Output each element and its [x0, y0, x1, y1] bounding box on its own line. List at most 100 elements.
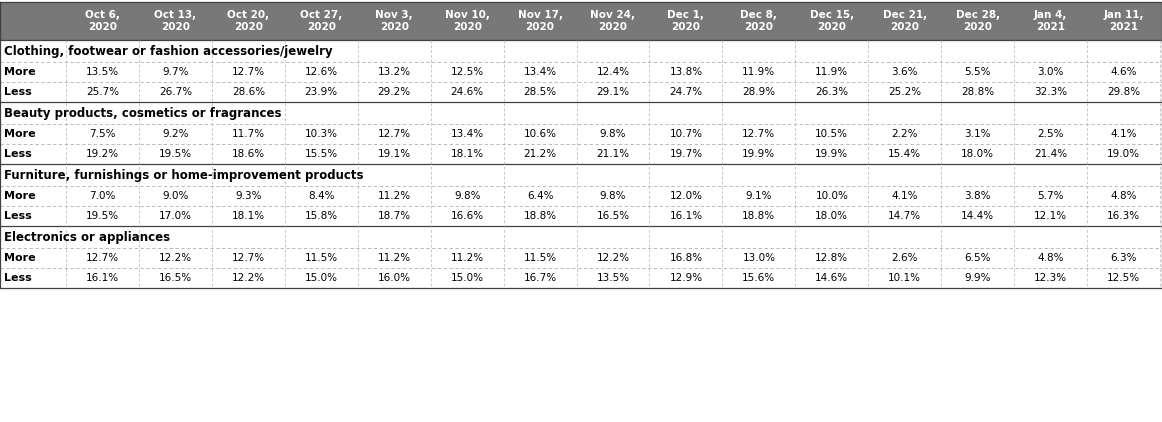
Text: Nov 24,
2020: Nov 24, 2020: [590, 10, 636, 32]
Text: 7.5%: 7.5%: [89, 129, 116, 139]
Text: Nov 10,
2020: Nov 10, 2020: [445, 10, 489, 32]
Text: 5.7%: 5.7%: [1038, 191, 1064, 201]
Text: Dec 8,
2020: Dec 8, 2020: [740, 10, 777, 32]
Text: 28.8%: 28.8%: [961, 87, 995, 97]
Text: 18.1%: 18.1%: [451, 149, 483, 159]
Text: 13.2%: 13.2%: [378, 67, 410, 77]
Text: More: More: [3, 253, 36, 263]
Text: 11.9%: 11.9%: [816, 67, 848, 77]
Text: 21.2%: 21.2%: [524, 149, 557, 159]
Text: 15.5%: 15.5%: [304, 149, 338, 159]
Text: 2.2%: 2.2%: [891, 129, 918, 139]
Text: 21.4%: 21.4%: [1034, 149, 1067, 159]
Text: 13.0%: 13.0%: [743, 253, 775, 263]
Text: 26.7%: 26.7%: [159, 87, 192, 97]
Text: 19.5%: 19.5%: [86, 211, 119, 221]
Text: More: More: [3, 129, 36, 139]
Text: 23.9%: 23.9%: [304, 87, 338, 97]
Text: 10.0%: 10.0%: [816, 191, 848, 201]
Text: More: More: [3, 67, 36, 77]
Text: 19.7%: 19.7%: [669, 149, 703, 159]
Text: 18.1%: 18.1%: [231, 211, 265, 221]
Text: Oct 20,
2020: Oct 20, 2020: [228, 10, 270, 32]
Text: Less: Less: [3, 149, 31, 159]
Text: 16.5%: 16.5%: [159, 273, 192, 283]
Text: 10.6%: 10.6%: [524, 129, 557, 139]
Text: 12.2%: 12.2%: [159, 253, 192, 263]
Text: 9.8%: 9.8%: [454, 191, 480, 201]
Text: 29.8%: 29.8%: [1107, 87, 1140, 97]
Text: Jan 11,
2021: Jan 11, 2021: [1103, 10, 1143, 32]
Text: Dec 1,
2020: Dec 1, 2020: [667, 10, 704, 32]
Text: 16.6%: 16.6%: [451, 211, 483, 221]
Text: 10.5%: 10.5%: [816, 129, 848, 139]
Text: 18.0%: 18.0%: [816, 211, 848, 221]
Text: 14.6%: 14.6%: [816, 273, 848, 283]
Text: 2.6%: 2.6%: [891, 253, 918, 263]
Text: 26.3%: 26.3%: [816, 87, 848, 97]
Text: 18.0%: 18.0%: [961, 149, 995, 159]
Text: 29.2%: 29.2%: [378, 87, 410, 97]
Text: 12.2%: 12.2%: [596, 253, 630, 263]
Text: 11.2%: 11.2%: [378, 191, 410, 201]
Text: 15.6%: 15.6%: [743, 273, 775, 283]
Text: 28.6%: 28.6%: [231, 87, 265, 97]
Text: 10.3%: 10.3%: [304, 129, 338, 139]
Text: More: More: [3, 191, 36, 201]
Text: 11.5%: 11.5%: [304, 253, 338, 263]
Text: 12.0%: 12.0%: [669, 191, 703, 201]
Text: Clothing, footwear or fashion accessories/jewelry: Clothing, footwear or fashion accessorie…: [3, 44, 332, 57]
Text: 19.1%: 19.1%: [378, 149, 410, 159]
Text: 12.7%: 12.7%: [86, 253, 119, 263]
Text: 9.0%: 9.0%: [163, 191, 188, 201]
Text: Jan 4,
2021: Jan 4, 2021: [1034, 10, 1067, 32]
Text: 13.5%: 13.5%: [86, 67, 119, 77]
Text: 3.8%: 3.8%: [964, 191, 991, 201]
Text: 9.3%: 9.3%: [235, 191, 261, 201]
Text: Less: Less: [3, 87, 31, 97]
Text: 18.8%: 18.8%: [743, 211, 775, 221]
Text: 3.0%: 3.0%: [1038, 67, 1063, 77]
Text: 25.7%: 25.7%: [86, 87, 119, 97]
Text: 25.2%: 25.2%: [888, 87, 921, 97]
Text: 15.8%: 15.8%: [304, 211, 338, 221]
Bar: [0, 2, 1162, 40]
Text: 24.6%: 24.6%: [451, 87, 483, 97]
Text: 11.2%: 11.2%: [378, 253, 410, 263]
Text: Dec 21,
2020: Dec 21, 2020: [883, 10, 927, 32]
Text: 10.1%: 10.1%: [888, 273, 921, 283]
Text: 11.7%: 11.7%: [231, 129, 265, 139]
Text: 28.9%: 28.9%: [743, 87, 775, 97]
Text: Oct 27,
2020: Oct 27, 2020: [300, 10, 343, 32]
Text: 2.5%: 2.5%: [1038, 129, 1064, 139]
Text: 32.3%: 32.3%: [1034, 87, 1067, 97]
Text: 9.1%: 9.1%: [746, 191, 772, 201]
Text: 19.5%: 19.5%: [159, 149, 192, 159]
Text: Oct 6,
2020: Oct 6, 2020: [85, 10, 120, 32]
Text: 15.0%: 15.0%: [451, 273, 483, 283]
Text: 8.4%: 8.4%: [308, 191, 335, 201]
Text: 12.3%: 12.3%: [1034, 273, 1067, 283]
Text: 21.1%: 21.1%: [596, 149, 630, 159]
Text: 6.4%: 6.4%: [526, 191, 553, 201]
Text: 13.4%: 13.4%: [524, 67, 557, 77]
Text: 16.3%: 16.3%: [1107, 211, 1140, 221]
Text: Less: Less: [3, 211, 31, 221]
Text: 17.0%: 17.0%: [159, 211, 192, 221]
Text: 16.1%: 16.1%: [669, 211, 703, 221]
Text: 10.7%: 10.7%: [669, 129, 703, 139]
Text: Electronics or appliances: Electronics or appliances: [3, 230, 170, 243]
Text: 6.5%: 6.5%: [964, 253, 991, 263]
Text: 11.2%: 11.2%: [451, 253, 483, 263]
Text: 11.9%: 11.9%: [743, 67, 775, 77]
Text: 9.8%: 9.8%: [600, 129, 626, 139]
Text: 3.1%: 3.1%: [964, 129, 991, 139]
Text: 9.9%: 9.9%: [964, 273, 991, 283]
Text: 9.2%: 9.2%: [163, 129, 188, 139]
Text: 4.8%: 4.8%: [1038, 253, 1064, 263]
Text: 4.1%: 4.1%: [1110, 129, 1136, 139]
Text: 13.8%: 13.8%: [669, 67, 703, 77]
Text: 12.2%: 12.2%: [231, 273, 265, 283]
Text: 3.6%: 3.6%: [891, 67, 918, 77]
Text: 28.5%: 28.5%: [524, 87, 557, 97]
